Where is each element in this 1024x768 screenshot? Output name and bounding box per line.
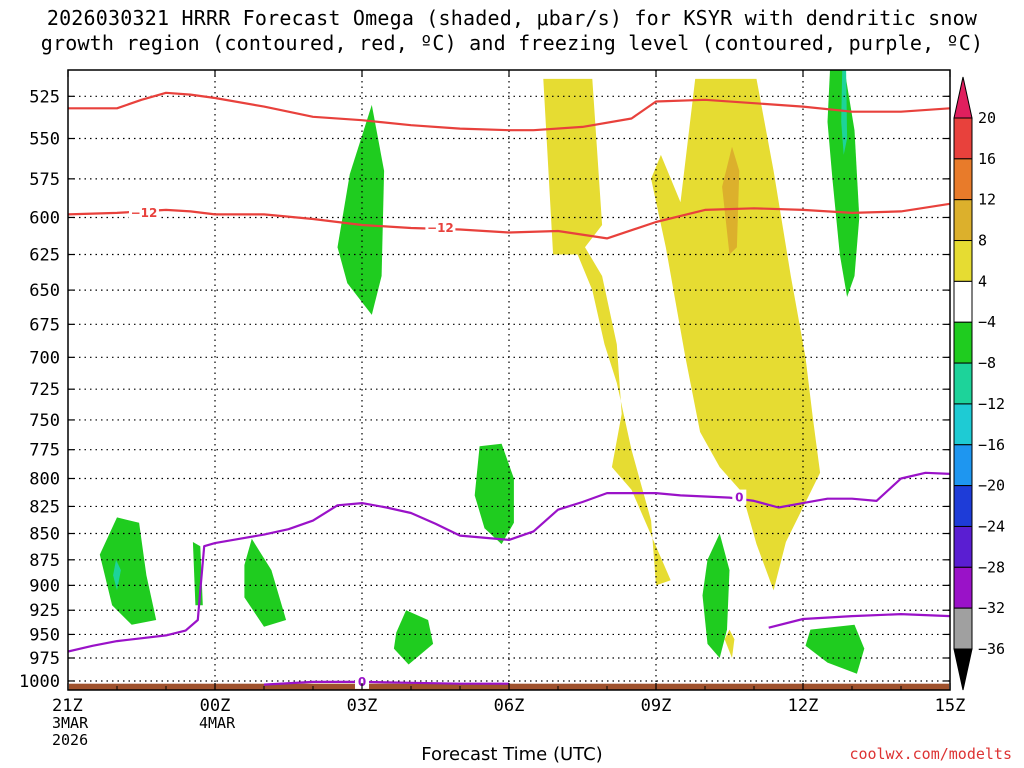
freezing-level-contour <box>68 471 950 653</box>
colorbar-bin-9 <box>953 444 973 487</box>
y-tick-label-650: 650 <box>29 281 60 301</box>
colorbar-bin-7 <box>953 362 973 405</box>
omega-region-3 <box>724 629 735 658</box>
colorbar-label-9: −20 <box>978 477 1005 495</box>
y-tick-label-750: 750 <box>29 411 60 431</box>
x-tick-sublabel2-21Z: 2026 <box>52 731 88 749</box>
x-tick-label-06Z: 06Z <box>494 696 525 716</box>
colorbar-bin-8 <box>953 403 973 446</box>
omega-region-14 <box>805 624 865 674</box>
omega-shading-layer <box>99 70 865 674</box>
x-tick-label-03Z: 03Z <box>347 696 378 716</box>
colorbar-bin-12 <box>953 566 973 609</box>
omega-region-9 <box>113 559 121 591</box>
colorbar-label-7: −12 <box>978 395 1005 413</box>
colorbar-label-4: 4 <box>978 272 987 290</box>
colorbar-bin-1 <box>953 117 973 160</box>
x-tick-label-21Z: 21Z <box>52 696 83 716</box>
x-tick-sublabel-21Z: 3MAR <box>52 714 89 732</box>
colorbar-bin-4 <box>953 240 973 282</box>
colorbar-label-6: −8 <box>978 354 996 372</box>
freezing-near-surface-contour <box>263 680 509 686</box>
x-tick-label-15Z: 15Z <box>935 696 966 716</box>
y-tick-label-975: 975 <box>29 649 60 669</box>
omega-region-12 <box>393 610 434 665</box>
y-tick-label-525: 525 <box>29 87 60 107</box>
freezing-label-1: 0 <box>358 675 366 689</box>
colorbar-label-0: 20 <box>978 109 996 127</box>
omega-region-6 <box>841 70 848 155</box>
y-tick-label-800: 800 <box>29 469 60 489</box>
y-tick-label-600: 600 <box>29 208 60 228</box>
y-tick-label-775: 775 <box>29 441 60 461</box>
colorbar-bin-10 <box>953 485 973 527</box>
y-tick-label-825: 825 <box>29 497 60 517</box>
omega-region-7 <box>474 443 514 545</box>
y-tick-label-550: 550 <box>29 130 60 150</box>
contour-lines: −12 −12 0 0 <box>68 91 950 689</box>
y-tick-label-875: 875 <box>29 551 60 571</box>
omega-region-0 <box>543 78 671 586</box>
chart-title-line1: 2026030321 HRRR Forecast Omega (shaded, … <box>46 6 978 30</box>
colorbar-top-tip <box>953 76 973 119</box>
omega-region-4 <box>337 104 385 315</box>
colorbar-label-2: 12 <box>978 191 996 209</box>
omega-region-2 <box>722 146 740 255</box>
colorbar-label-1: 16 <box>978 150 996 168</box>
freezing-label-2: 0 <box>735 491 743 505</box>
omega-region-5 <box>827 70 860 297</box>
dgz-label-2-knockout <box>425 219 456 235</box>
colorbar-bin-6 <box>953 321 973 364</box>
colorbar-label-11: −28 <box>978 558 1005 576</box>
colorbar-label-3: 8 <box>978 232 987 250</box>
y-tick-label-925: 925 <box>29 601 60 621</box>
colorbar-bin-11 <box>953 525 973 568</box>
colorbar: 20 16 12 8 4 −4 −8 −12 −16 −20 −24 −28 −32 −36 <box>953 76 1005 691</box>
x-axis-label: Forecast Time (UTC) <box>421 744 603 765</box>
omega-region-13 <box>702 533 730 658</box>
y-tick-label-675: 675 <box>29 315 60 335</box>
chart-title: 2026030321 HRRR Forecast Omega (shaded, … <box>0 6 1024 56</box>
y-tick-label-950: 950 <box>29 625 60 645</box>
x-tick-label-09Z: 09Z <box>641 696 672 716</box>
credit-link[interactable]: coolwx.com/modelts <box>849 745 1012 763</box>
gridlines <box>68 70 950 690</box>
x-tick-sublabel-00Z: 4MAR <box>199 714 236 732</box>
y-tick-label-700: 700 <box>29 348 60 368</box>
colorbar-bin-3 <box>953 199 973 242</box>
x-tick-label-00Z: 00Z <box>200 696 231 716</box>
colorbar-label-10: −24 <box>978 517 1005 535</box>
colorbar-bin-13 <box>953 607 973 650</box>
dgz-lower-contour <box>68 202 950 240</box>
freezing-label-1-knockout <box>355 673 369 689</box>
colorbar-bottom-tip <box>953 648 973 691</box>
colorbar-label-13: −36 <box>978 640 1005 658</box>
y-tick-label-900: 900 <box>29 576 60 596</box>
y-tick-label-625: 625 <box>29 246 60 266</box>
dgz-label-2: −12 <box>427 221 454 235</box>
colorbar-label-8: −16 <box>978 436 1005 454</box>
freezing-low-right-contour <box>768 612 950 629</box>
omega-region-8 <box>99 517 157 625</box>
x-tick-label-12Z: 12Z <box>788 696 819 716</box>
y-tick-label-1000: 1000 <box>19 672 60 692</box>
dgz-label-1: −12 <box>131 206 158 220</box>
colorbar-label-5: −4 <box>978 313 996 331</box>
freezing-label-2-knockout <box>732 489 747 505</box>
omega-region-1 <box>651 78 821 591</box>
colorbar-bin-5 <box>953 280 973 323</box>
y-tick-label-725: 725 <box>29 380 60 400</box>
y-tick-label-575: 575 <box>29 170 60 190</box>
y-tick-label-850: 850 <box>29 525 60 545</box>
colorbar-bin-2 <box>953 158 973 201</box>
chart-title-line2: growth region (contoured, red, ºC) and f… <box>40 31 984 55</box>
colorbar-label-12: −32 <box>978 599 1005 617</box>
dgz-upper-contour <box>68 91 950 132</box>
axes: 525 550 575 600 625 650 675 700 725 750 775 800 825 8… <box>19 69 966 749</box>
omega-region-11 <box>244 538 287 627</box>
dgz-label-1-knockout <box>128 204 159 220</box>
